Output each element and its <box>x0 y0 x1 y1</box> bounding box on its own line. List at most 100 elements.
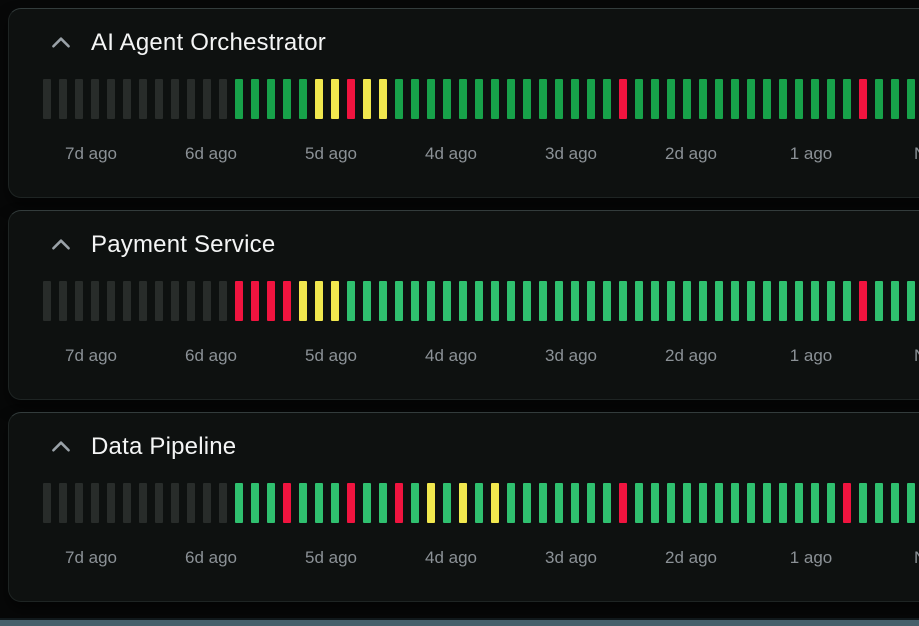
uptime-bar-up[interactable] <box>747 281 755 321</box>
uptime-bar-up[interactable] <box>251 483 259 523</box>
uptime-bar-up[interactable] <box>555 483 563 523</box>
collapse-button[interactable] <box>46 230 76 260</box>
uptime-bar-warn[interactable] <box>315 79 323 119</box>
uptime-bar-up[interactable] <box>763 281 771 321</box>
uptime-bar-up[interactable] <box>459 281 467 321</box>
uptime-bar-up[interactable] <box>491 79 499 119</box>
uptime-bar-up[interactable] <box>635 483 643 523</box>
uptime-bar-up[interactable] <box>667 79 675 119</box>
uptime-bar-up[interactable] <box>875 281 883 321</box>
uptime-bar-nodata[interactable] <box>123 483 131 523</box>
uptime-bar-nodata[interactable] <box>203 483 211 523</box>
uptime-bar-up[interactable] <box>475 79 483 119</box>
uptime-bar-up[interactable] <box>395 281 403 321</box>
uptime-bar-up[interactable] <box>683 79 691 119</box>
uptime-bar-up[interactable] <box>603 483 611 523</box>
uptime-bar-up[interactable] <box>859 483 867 523</box>
uptime-bar-nodata[interactable] <box>139 483 147 523</box>
uptime-bar-up[interactable] <box>315 483 323 523</box>
uptime-bar-nodata[interactable] <box>59 79 67 119</box>
uptime-bar-up[interactable] <box>619 281 627 321</box>
uptime-bar-up[interactable] <box>411 483 419 523</box>
uptime-bar-up[interactable] <box>395 79 403 119</box>
uptime-bar-down[interactable] <box>619 483 627 523</box>
uptime-bar-up[interactable] <box>475 483 483 523</box>
uptime-bar-up[interactable] <box>587 79 595 119</box>
uptime-bar-up[interactable] <box>587 281 595 321</box>
uptime-bar-nodata[interactable] <box>219 281 227 321</box>
uptime-bar-up[interactable] <box>283 79 291 119</box>
uptime-bar-up[interactable] <box>523 281 531 321</box>
uptime-bar-nodata[interactable] <box>219 483 227 523</box>
uptime-bar-up[interactable] <box>907 483 915 523</box>
uptime-bar-down[interactable] <box>859 79 867 119</box>
uptime-bar-up[interactable] <box>747 79 755 119</box>
uptime-bar-up[interactable] <box>571 79 579 119</box>
uptime-bar-down[interactable] <box>283 483 291 523</box>
uptime-bar-nodata[interactable] <box>155 79 163 119</box>
uptime-bar-up[interactable] <box>699 281 707 321</box>
uptime-bar-up[interactable] <box>251 79 259 119</box>
uptime-bar-up[interactable] <box>731 281 739 321</box>
uptime-bar-up[interactable] <box>875 483 883 523</box>
uptime-bar-warn[interactable] <box>459 483 467 523</box>
uptime-bar-up[interactable] <box>699 79 707 119</box>
uptime-bar-up[interactable] <box>843 79 851 119</box>
uptime-bar-nodata[interactable] <box>187 483 195 523</box>
uptime-bar-up[interactable] <box>699 483 707 523</box>
uptime-bar-down[interactable] <box>283 281 291 321</box>
uptime-bar-down[interactable] <box>843 483 851 523</box>
uptime-bar-nodata[interactable] <box>91 281 99 321</box>
uptime-bar-up[interactable] <box>507 483 515 523</box>
uptime-bar-up[interactable] <box>731 483 739 523</box>
uptime-bar-down[interactable] <box>267 281 275 321</box>
uptime-bar-up[interactable] <box>379 483 387 523</box>
uptime-bar-up[interactable] <box>667 483 675 523</box>
uptime-bar-up[interactable] <box>651 281 659 321</box>
uptime-bar-up[interactable] <box>491 281 499 321</box>
uptime-bar-up[interactable] <box>443 281 451 321</box>
uptime-bar-warn[interactable] <box>331 79 339 119</box>
uptime-bar-nodata[interactable] <box>107 281 115 321</box>
uptime-bar-up[interactable] <box>411 79 419 119</box>
uptime-bar-nodata[interactable] <box>123 79 131 119</box>
uptime-bar-up[interactable] <box>603 281 611 321</box>
uptime-bar-up[interactable] <box>891 483 899 523</box>
uptime-bar-up[interactable] <box>827 483 835 523</box>
uptime-bar-down[interactable] <box>347 483 355 523</box>
uptime-bar-nodata[interactable] <box>59 483 67 523</box>
uptime-bar-nodata[interactable] <box>139 79 147 119</box>
uptime-bar-down[interactable] <box>347 79 355 119</box>
uptime-bar-up[interactable] <box>539 281 547 321</box>
uptime-bar-up[interactable] <box>907 79 915 119</box>
uptime-bar-nodata[interactable] <box>59 281 67 321</box>
uptime-bar-up[interactable] <box>651 483 659 523</box>
uptime-bar-up[interactable] <box>603 79 611 119</box>
uptime-bar-up[interactable] <box>539 79 547 119</box>
uptime-bar-down[interactable] <box>619 79 627 119</box>
uptime-bar-nodata[interactable] <box>203 281 211 321</box>
uptime-bar-nodata[interactable] <box>155 281 163 321</box>
uptime-bar-up[interactable] <box>347 281 355 321</box>
uptime-bar-warn[interactable] <box>427 483 435 523</box>
uptime-bar-up[interactable] <box>795 483 803 523</box>
uptime-bar-nodata[interactable] <box>43 281 51 321</box>
uptime-bar-up[interactable] <box>651 79 659 119</box>
uptime-bar-up[interactable] <box>907 281 915 321</box>
uptime-bar-up[interactable] <box>587 483 595 523</box>
uptime-bar-warn[interactable] <box>331 281 339 321</box>
uptime-bar-nodata[interactable] <box>203 79 211 119</box>
uptime-bar-up[interactable] <box>427 79 435 119</box>
uptime-bar-up[interactable] <box>875 79 883 119</box>
uptime-bar-up[interactable] <box>891 281 899 321</box>
uptime-bar-up[interactable] <box>507 79 515 119</box>
uptime-bar-up[interactable] <box>795 281 803 321</box>
collapse-button[interactable] <box>46 432 76 462</box>
uptime-bar-nodata[interactable] <box>171 483 179 523</box>
uptime-bar-down[interactable] <box>235 281 243 321</box>
uptime-bar-up[interactable] <box>811 281 819 321</box>
collapse-button[interactable] <box>46 28 76 58</box>
uptime-bar-warn[interactable] <box>491 483 499 523</box>
uptime-bar-nodata[interactable] <box>91 79 99 119</box>
uptime-bar-up[interactable] <box>459 79 467 119</box>
